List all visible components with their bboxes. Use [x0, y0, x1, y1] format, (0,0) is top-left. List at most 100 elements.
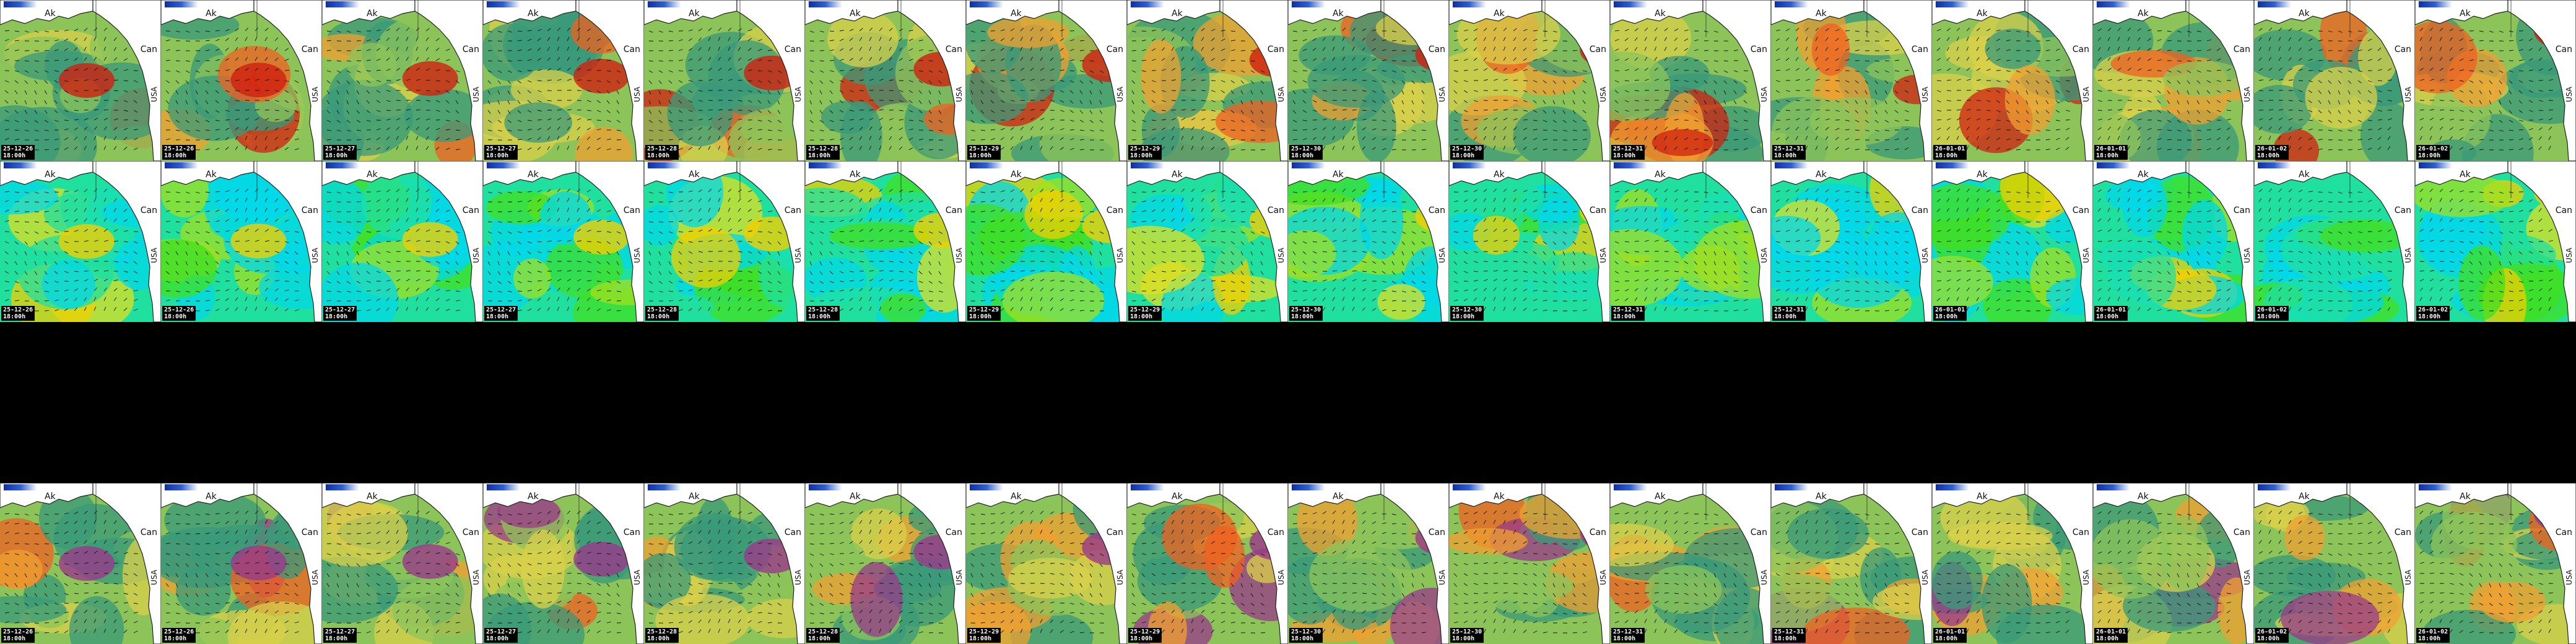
wind-arrow — [2449, 37, 2453, 41]
wind-arrow — [1332, 27, 1336, 32]
wind-arrow — [1411, 241, 1415, 245]
wind-arrow — [1503, 118, 1508, 121]
wind-arrow — [658, 70, 663, 73]
wind-arrow — [235, 68, 240, 71]
wind-arrow — [918, 148, 923, 150]
wind-arrow — [1020, 67, 1024, 71]
wind-arrow — [1956, 27, 1960, 32]
wind-arrow — [487, 191, 492, 194]
land-canada-usa — [1058, 0, 1127, 161]
wind-arrow — [1230, 120, 1235, 123]
wind-arrow — [215, 281, 220, 282]
timestamp-badge: 25-12-30 18:00h — [1289, 145, 1323, 160]
wind-arrow — [596, 298, 601, 302]
wind-arrow — [1069, 138, 1074, 141]
wind-arrow — [688, 271, 693, 273]
wind-arrow — [1785, 37, 1790, 41]
wind-arrow — [294, 241, 299, 245]
wind-arrow — [94, 297, 97, 302]
wind-arrow — [2167, 129, 2172, 131]
time-label: 18:00h — [486, 313, 509, 320]
field-core — [230, 63, 287, 98]
wind-arrow — [2439, 79, 2444, 81]
wind-arrow — [1513, 127, 1517, 131]
field-blob — [41, 259, 95, 309]
wind-arrow — [416, 27, 420, 32]
wind-arrow — [938, 100, 941, 105]
wind-arrow — [1000, 38, 1004, 41]
wind-arrow — [557, 46, 560, 51]
wind-arrow — [586, 219, 591, 222]
wind-arrow — [2157, 129, 2162, 131]
wind-arrow — [1493, 136, 1496, 141]
wind-arrow — [1704, 110, 1707, 114]
time-label: 18:00h — [647, 313, 670, 320]
wind-arrow — [1161, 230, 1166, 232]
wind-arrow — [708, 279, 713, 282]
timestamp-badge: 25-12-28 18:00h — [806, 145, 840, 160]
wind-arrow — [1835, 110, 1840, 112]
wind-arrow — [1191, 228, 1195, 232]
wind-arrow — [980, 100, 984, 105]
wind-arrow — [133, 90, 137, 94]
wind-arrow — [255, 136, 258, 141]
wind-arrow — [908, 220, 913, 222]
wind-arrow — [346, 290, 351, 293]
wind-arrow — [1694, 100, 1697, 104]
map-canvas — [161, 161, 322, 322]
wind-arrow — [24, 90, 27, 95]
wind-arrow — [2107, 57, 2111, 61]
wind-arrow — [1079, 201, 1085, 202]
wind-arrow — [2167, 139, 2172, 141]
wind-arrow — [1421, 80, 1425, 84]
wind-arrow — [435, 261, 440, 264]
wind-arrow — [1240, 281, 1245, 284]
wind-arrow — [1654, 79, 1659, 81]
wind-arrow — [849, 128, 854, 131]
wind-arrow — [326, 139, 331, 141]
wind-arrow — [2377, 47, 2382, 51]
wind-arrow — [2107, 126, 2112, 131]
wind-arrow — [859, 261, 864, 263]
wind-arrow — [507, 120, 512, 123]
wind-arrow — [1503, 126, 1507, 131]
wind-arrow — [94, 79, 98, 81]
label-ak: Ak — [528, 9, 539, 19]
wind-arrow — [84, 126, 88, 131]
wind-arrow — [1976, 118, 1981, 121]
wind-arrow — [366, 281, 371, 283]
wind-arrow — [678, 148, 683, 150]
wind-arrow — [1733, 70, 1738, 72]
wind-arrow — [225, 289, 230, 292]
wind-arrow — [1483, 126, 1487, 131]
wind-arrow — [1946, 100, 1951, 102]
wind-arrow — [294, 251, 298, 255]
wind-arrow — [1069, 90, 1074, 94]
wind-arrow — [406, 240, 411, 242]
wind-arrow — [2298, 128, 2303, 131]
wind-arrow — [718, 228, 722, 232]
wind-arrow — [1151, 209, 1156, 212]
wind-arrow — [839, 261, 843, 264]
wind-arrow — [2469, 100, 2473, 104]
wind-arrow — [517, 191, 523, 193]
wind-arrow — [215, 261, 219, 264]
wind-arrow — [103, 126, 107, 131]
wind-arrow — [356, 191, 361, 194]
date-label: 25-12-26 — [3, 146, 33, 152]
wind-arrow — [74, 37, 78, 41]
wind-arrow — [777, 231, 782, 234]
label-usa: USA — [1760, 87, 1769, 102]
wind-arrow — [606, 49, 611, 51]
wind-arrow — [1020, 37, 1023, 41]
wind-arrow — [416, 228, 420, 232]
wind-arrow — [2459, 100, 2464, 103]
land-canada-usa — [414, 161, 483, 322]
wind-arrow — [879, 56, 882, 61]
wind-arrow — [24, 241, 28, 245]
wind-arrow — [970, 100, 973, 105]
wind-arrow — [1956, 136, 1959, 141]
wind-arrow — [1533, 129, 1538, 131]
wind-arrow — [1362, 146, 1365, 150]
wind-arrow — [839, 90, 843, 94]
